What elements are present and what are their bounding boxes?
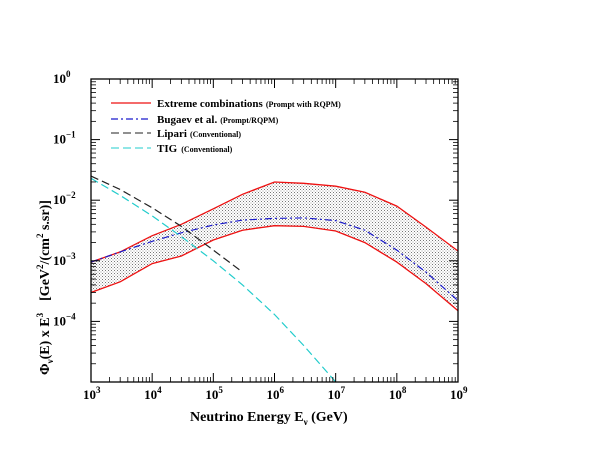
- series-line-3: [91, 177, 337, 382]
- series-line-2: [91, 175, 243, 273]
- y-tick-label: 10−3: [53, 251, 76, 268]
- series-extreme-lower: [91, 225, 458, 312]
- x-tick-label: 105: [205, 385, 223, 402]
- tick-labels: 103 104 105 106 107 108 109 100 10−1 10−2 10−3 10−4: [53, 69, 468, 402]
- legend: Extreme combinations (Prompt with RQPM) B…: [111, 98, 341, 155]
- x-tick-label: 108: [389, 385, 407, 402]
- x-tick-label: 103: [83, 385, 101, 402]
- y-tick-label: 10−1: [53, 130, 76, 147]
- x-tick-label: 109: [450, 385, 468, 402]
- y-axis-label: Φν(E) x E3[GeV2/(cm2 s.sr)]: [35, 200, 55, 375]
- plot-area: [91, 175, 458, 382]
- y-tick-label: 10−4: [53, 311, 76, 328]
- axis-ticks: [90, 78, 459, 383]
- legend-label-lipari: Lipari (Conventional): [157, 128, 241, 140]
- x-tick-label: 107: [328, 385, 346, 402]
- extreme-band-fill: [91, 182, 458, 311]
- legend-label-bugaev: Bugaev et al. (Prompt/RQPM): [157, 114, 279, 126]
- x-tick-label: 106: [267, 385, 285, 402]
- y-tick-label: 10−2: [53, 190, 76, 207]
- series-line-1: [91, 217, 458, 302]
- legend-label-tig: TIG (Conventional): [157, 143, 233, 155]
- x-axis-label: Neutrino Energy Eν (GeV): [190, 410, 348, 427]
- series-extreme-upper: [91, 181, 458, 263]
- legend-label-extreme: Extreme combinations (Prompt with RQPM): [157, 98, 341, 110]
- y-tick-label: 100: [53, 69, 71, 86]
- x-tick-label: 104: [144, 385, 162, 402]
